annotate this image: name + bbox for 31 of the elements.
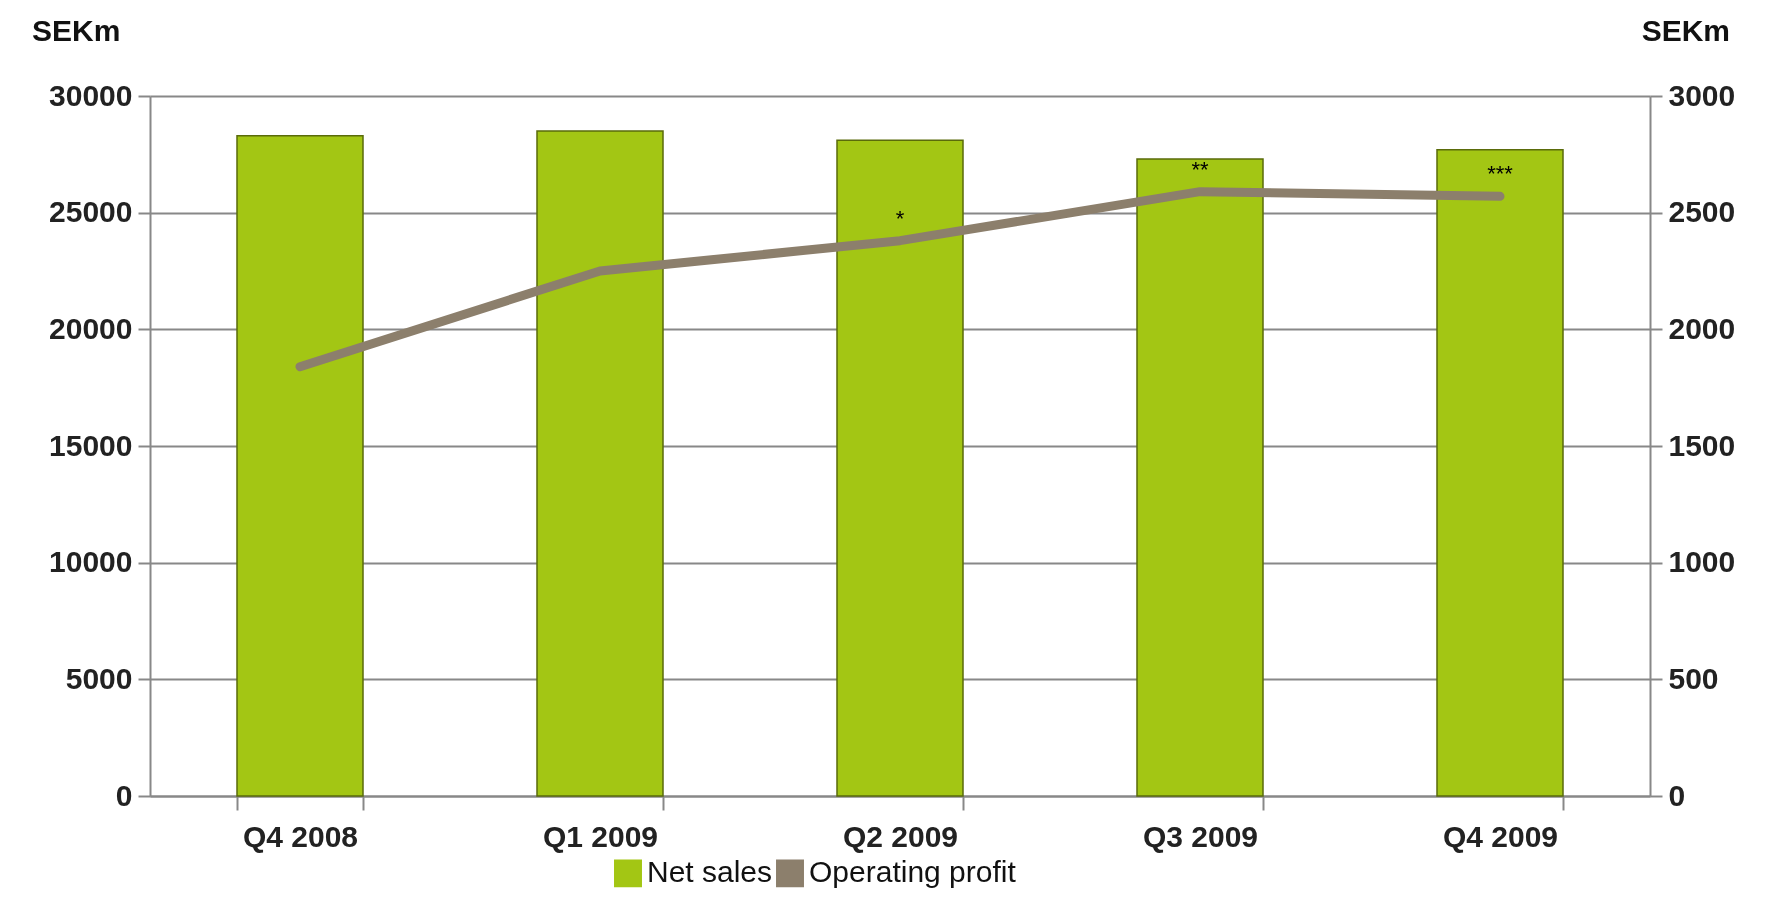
- bar: [536, 130, 664, 797]
- y-tick-label: 0: [115, 778, 133, 812]
- y-tick-label: 30000: [49, 78, 133, 112]
- bar: [1436, 148, 1564, 797]
- y2-tick-label: 2000: [1668, 311, 1736, 345]
- y2-tick-label: 1000: [1668, 545, 1736, 579]
- legend-label: Operating profit: [809, 855, 1017, 889]
- y-axis-title: SEKm: [32, 14, 121, 47]
- y2-tick-label: 2500: [1668, 195, 1736, 229]
- y-tick-label: 5000: [65, 661, 133, 695]
- y2-tick-label: 500: [1668, 661, 1719, 695]
- x-tick-label: Q1 2009: [542, 819, 659, 853]
- y2-tick-label: 3000: [1668, 78, 1736, 112]
- y2-axis-title: SEKm: [1641, 14, 1730, 47]
- bar: [1136, 158, 1264, 797]
- y-tick-label: 20000: [49, 311, 133, 345]
- x-tick-label: Q4 2008: [242, 819, 359, 853]
- bar: [836, 139, 964, 797]
- annotation: **: [1191, 156, 1209, 182]
- bar: [236, 134, 364, 797]
- x-tick-label: Q4 2009: [1442, 819, 1559, 853]
- x-tick-label: Q3 2009: [1142, 819, 1259, 853]
- y-tick-label: 10000: [49, 545, 133, 579]
- legend-label: Net sales: [647, 855, 773, 889]
- annotation: *: [895, 205, 905, 231]
- y2-tick-label: 0: [1668, 778, 1686, 812]
- x-tick-label: Q2 2009: [842, 819, 959, 853]
- y-tick-label: 15000: [49, 428, 133, 462]
- y2-tick-label: 1500: [1668, 428, 1736, 462]
- annotation: ***: [1487, 161, 1514, 187]
- y-tick-label: 25000: [49, 195, 133, 229]
